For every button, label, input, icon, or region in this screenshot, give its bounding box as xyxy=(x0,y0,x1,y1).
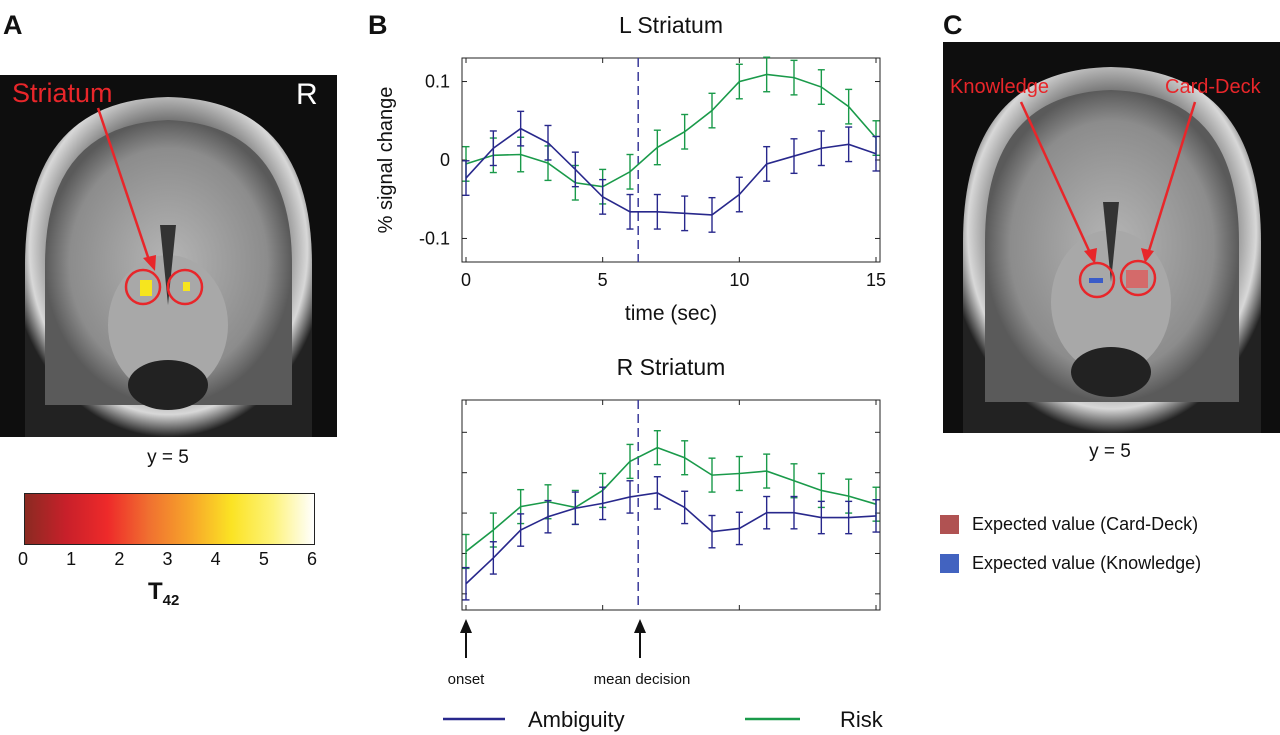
chart-title: R Striatum xyxy=(617,354,726,380)
legend-label-risk: Risk xyxy=(840,707,884,732)
panel-letter-b: B xyxy=(368,10,388,40)
region-label-striatum: Striatum xyxy=(12,78,113,108)
legend-item-knowledge: Expected value (Knowledge) xyxy=(940,553,1201,574)
hemisphere-label: R xyxy=(296,78,318,111)
arrow-knowledge xyxy=(1019,101,1093,256)
colorbar-tick-label: 4 xyxy=(210,549,221,569)
colorbar-tick-label: 2 xyxy=(114,549,125,569)
x-tick-label: 0 xyxy=(461,270,471,290)
series-line-ambiguity xyxy=(465,127,877,216)
colorbar-tick-label: 5 xyxy=(258,549,269,569)
x-tick-label: 5 xyxy=(598,270,608,290)
colorbar-label-main: T xyxy=(148,578,163,605)
mean-decision-label: mean decision xyxy=(594,671,691,688)
colorbar-label: T42 xyxy=(148,578,179,609)
colorbar-tick-label: 1 xyxy=(66,549,77,569)
colorbar-tick-label: 6 xyxy=(307,549,318,569)
y-axis-label: % signal change xyxy=(375,87,397,234)
y-tick-label: -0.1 xyxy=(419,228,450,248)
legend-swatch-carddeck xyxy=(940,515,959,534)
colorbar-label-sub: 42 xyxy=(162,591,180,609)
x-tick-label: 15 xyxy=(866,270,886,290)
roi-circle-knowledge xyxy=(1078,261,1116,299)
roi-circle-carddeck xyxy=(1119,259,1157,297)
series-line-ambiguity xyxy=(465,492,877,585)
brain-slice-c xyxy=(943,42,1280,433)
legend-item-carddeck: Expected value (Card-Deck) xyxy=(940,514,1198,535)
onset-label: onset xyxy=(448,671,486,688)
plot-frame xyxy=(461,399,881,611)
mean-decision-arrow-head xyxy=(634,619,646,633)
legend-label-knowledge: Expected value (Knowledge) xyxy=(972,553,1202,573)
colorbar-ticks: 0 1 2 3 4 5 6 xyxy=(18,549,318,571)
panel-letter-c: C xyxy=(943,10,963,40)
x-tick-label: 10 xyxy=(729,270,749,290)
slice-label-c: y = 5 xyxy=(1089,441,1131,462)
series-line-risk xyxy=(465,73,877,188)
y-tick-label: 0.1 xyxy=(425,72,450,92)
legend-label-ambiguity: Ambiguity xyxy=(528,707,625,732)
arrow-striatum xyxy=(96,107,152,264)
label-carddeck: Card-Deck xyxy=(1165,76,1261,98)
slice-label-a: y = 5 xyxy=(147,447,189,468)
arrow-carddeck xyxy=(1146,101,1197,255)
series-line-risk xyxy=(465,446,877,553)
brain-slice-a xyxy=(0,75,337,437)
roi-circle-left xyxy=(124,268,162,306)
plot-frame xyxy=(461,57,881,263)
y-tick-label: 0 xyxy=(440,150,450,170)
timecourse-charts: L Striatum 0 5 10 15 0.1 0 -0.1 time (sec) % sign… xyxy=(375,12,886,732)
label-knowledge: Knowledge xyxy=(950,76,1049,98)
x-axis-label: time (sec) xyxy=(625,302,717,325)
colorbar-tick-label: 3 xyxy=(162,549,173,569)
chart-title: L Striatum xyxy=(619,12,723,38)
onset-arrow-head xyxy=(460,619,472,633)
roi-circle-right xyxy=(166,268,204,306)
legend-swatch-knowledge xyxy=(940,554,959,573)
legend-label-carddeck: Expected value (Card-Deck) xyxy=(972,514,1199,534)
panel-letter-a: A xyxy=(3,10,23,40)
colorbar-tick-label: 0 xyxy=(18,549,29,569)
colorbar xyxy=(24,493,315,545)
